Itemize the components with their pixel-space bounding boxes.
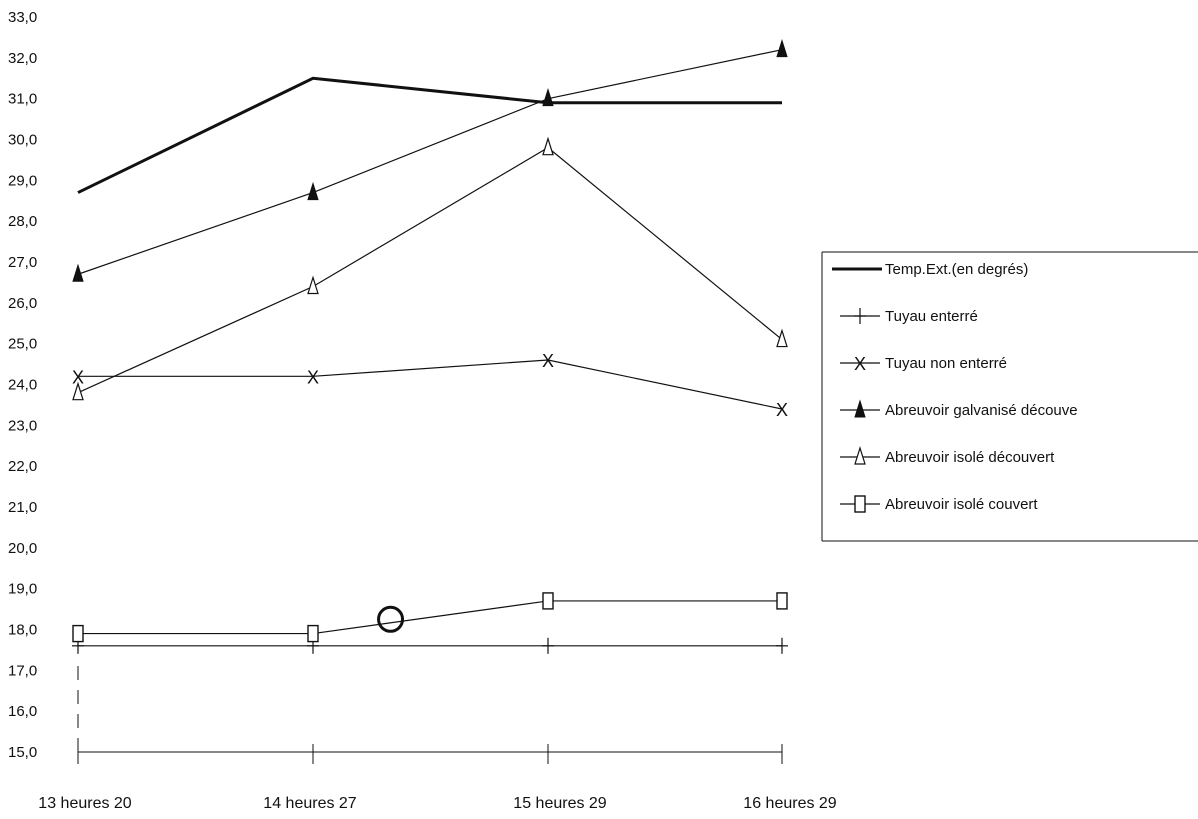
y-tick-label: 23,0 xyxy=(8,417,37,434)
series-line xyxy=(78,600,782,635)
data-point-open-square xyxy=(542,592,554,610)
x-tick-label: 14 heures 27 xyxy=(263,795,357,812)
data-point-x: X xyxy=(307,367,319,387)
y-tick-label: 31,0 xyxy=(8,91,37,108)
data-point-open-triangle xyxy=(542,136,554,156)
series-1 xyxy=(72,637,788,654)
y-tick-label: 29,0 xyxy=(8,172,37,189)
legend-item: Abreuvoir isolé découvert xyxy=(840,445,1055,466)
y-tick-label: 22,0 xyxy=(8,458,37,475)
legend-label: Temp.Ext.(en degrés) xyxy=(885,261,1028,278)
legend-item: Abreuvoir isolé couvert xyxy=(840,495,1038,513)
series-line xyxy=(77,146,783,394)
data-point-open-square xyxy=(776,592,788,610)
data-point-open-triangle xyxy=(854,445,866,465)
data-point-filled-triangle xyxy=(542,87,554,107)
legend-item: Temp.Ext.(en degrés) xyxy=(832,261,1028,278)
legend-label: Tuyau enterré xyxy=(885,308,978,325)
y-tick-label: 15,0 xyxy=(8,744,37,761)
legend-item: X Tuyau non enterré xyxy=(840,354,1007,374)
annotation-layer xyxy=(377,605,405,633)
y-tick-label: 17,0 xyxy=(8,662,37,679)
data-point-filled-triangle xyxy=(72,263,84,282)
y-tick-label: 25,0 xyxy=(8,336,37,353)
data-point-x: X xyxy=(542,351,554,371)
series-line xyxy=(77,49,783,275)
legend-label: Tuyau non enterré xyxy=(885,355,1007,372)
y-tick-label: 18,0 xyxy=(8,622,37,639)
series-layer: X X X X xyxy=(72,38,788,654)
y-tick-label: 19,0 xyxy=(8,581,37,598)
y-tick-label: 27,0 xyxy=(8,254,37,271)
data-point-filled-triangle xyxy=(854,399,866,418)
legend-label: Abreuvoir isolé couvert xyxy=(885,496,1038,513)
x-tick-label: 15 heures 29 xyxy=(513,795,607,812)
series-0 xyxy=(77,76,782,194)
series-2: X X X X xyxy=(72,351,788,420)
legend-label: Abreuvoir galvanisé découve xyxy=(885,402,1078,419)
data-point-filled-triangle xyxy=(776,38,788,58)
series-line xyxy=(78,359,783,410)
legend-item: Tuyau enterré xyxy=(840,308,978,325)
data-point-open-triangle xyxy=(776,328,788,348)
y-tick-label: 33,0 xyxy=(8,9,37,26)
chart-axes xyxy=(77,660,782,753)
data-point-open-square xyxy=(307,624,319,643)
x-tick-label: 13 heures 20 xyxy=(38,795,132,812)
series-4 xyxy=(72,136,788,401)
y-tick-label: 30,0 xyxy=(8,132,37,149)
y-tick-label: 26,0 xyxy=(8,295,37,312)
data-point-open-square xyxy=(854,495,866,513)
x-tick-label: 16 heures 29 xyxy=(743,795,837,812)
y-tick-label: 32,0 xyxy=(8,50,37,67)
legend-label: Abreuvoir isolé découvert xyxy=(885,449,1055,466)
y-tick-label: 20,0 xyxy=(8,540,37,557)
y-tick-label: 24,0 xyxy=(8,377,37,394)
y-axis-ticks: 15,0 16,0 17,0 18,0 19,0 20,0 21,0 22,0 23,0 24,0… xyxy=(8,9,37,761)
legend: Temp.Ext.(en degrés) Tuyau enterré X Tuyau … xyxy=(821,251,1198,542)
series-3 xyxy=(72,38,788,282)
annotation-circle xyxy=(377,605,405,633)
data-point-open-triangle xyxy=(72,381,84,401)
data-point-open-triangle xyxy=(307,275,319,295)
series-5 xyxy=(72,592,788,643)
y-tick-label: 16,0 xyxy=(8,703,37,720)
y-tick-label: 28,0 xyxy=(8,213,37,230)
data-point-open-square xyxy=(72,624,84,643)
data-point-x: X xyxy=(72,367,84,387)
data-point-x: X xyxy=(776,400,788,420)
legend-item: Abreuvoir galvanisé découve xyxy=(840,399,1078,419)
data-point-x: X xyxy=(854,354,866,374)
x-axis-ticks: 13 heures 20 14 heures 27 15 heures 29 16 h… xyxy=(38,744,837,812)
series-line xyxy=(77,76,782,194)
y-tick-label: 21,0 xyxy=(8,499,37,516)
data-point-filled-triangle xyxy=(307,181,319,201)
